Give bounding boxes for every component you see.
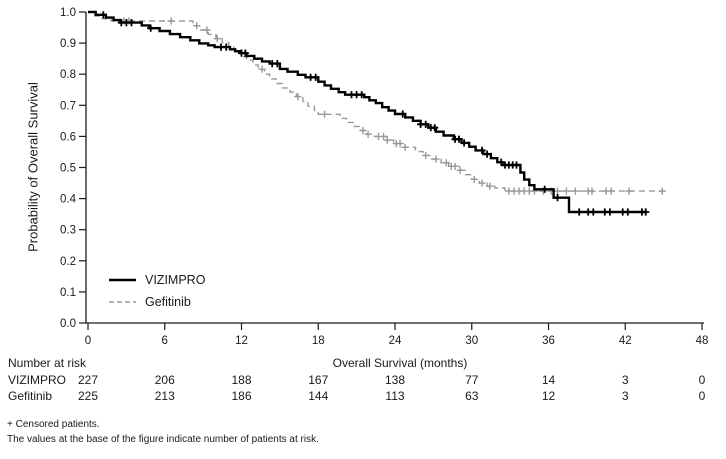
risk-value-vizimpro-m18: 167 [308,373,329,387]
y-axis-tick-label: 0.5 [60,163,76,175]
x-axis-title: Overall Survival (months) [332,356,468,370]
risk-value-gefitinib-m30: 63 [465,389,479,403]
x-axis-tick-label: 0 [85,335,91,347]
risk-row-label-vizimpro: VIZIMPRO [8,373,67,387]
x-axis-tick-label: 12 [235,335,248,347]
y-axis-tick-label: 0.1 [60,287,76,299]
risk-value-vizimpro-m0: 227 [77,373,99,387]
risk-value-gefitinib-m36: 12 [541,389,556,403]
x-axis-tick-label: 36 [542,335,555,347]
survival-curve-vizimpro [88,10,647,214]
risk-value-vizimpro-m30: 77 [465,373,479,387]
x-axis-tick-label: 42 [619,335,632,347]
risk-value-gefitinib-m6: 213 [154,389,175,403]
number-at-risk-title: Number at risk [8,356,87,370]
footnote-censored: + Censored patients. [7,419,100,430]
risk-value-vizimpro-m36: 14 [541,373,556,387]
x-axis-tick-label: 24 [389,335,402,347]
risk-value-vizimpro-m42: 3 [621,373,629,387]
y-axis-tick-label: 0.4 [60,194,77,206]
y-axis-tick-label: 0.2 [60,256,76,268]
dashed-line-swatch-icon [109,301,136,303]
y-axis-tick-label: 0.0 [60,318,76,330]
risk-row-label-gefitinib: Gefitinib [8,389,53,403]
y-axis-tick-label: 0.3 [60,225,76,237]
solid-line-swatch-icon [109,278,136,282]
y-axis-tick-label: 1.0 [60,7,76,19]
risk-value-gefitinib-m42: 3 [621,389,629,403]
x-axis-tick-label: 30 [465,335,478,347]
legend-label-gefitinib: Gefitinib [145,295,191,309]
x-axis-tick-label: 18 [312,335,325,347]
x-axis-tick-label: 48 [696,335,709,347]
risk-value-vizimpro-m12: 188 [231,373,252,387]
risk-value-vizimpro-m6: 206 [154,373,175,387]
y-axis-title: Probability of Overall Survival [25,82,41,252]
legend: VIZIMPRO Gefitinib [109,269,205,313]
y-axis-tick-label: 0.7 [60,100,76,112]
risk-value-vizimpro-m48: 0 [698,373,706,387]
risk-value-gefitinib-m12: 186 [231,389,252,403]
censor-marks-gefitinib [120,17,666,195]
y-axis-tick-label: 0.6 [60,131,76,143]
censor-marks-vizimpro [99,11,650,216]
x-axis-tick-label: 6 [162,335,168,347]
risk-value-gefitinib-m18: 144 [308,389,329,403]
y-axis-tick-label: 0.9 [60,38,76,50]
risk-value-gefitinib-m48: 0 [698,389,706,403]
risk-value-gefitinib-m0: 225 [77,389,99,403]
legend-label-vizimpro: VIZIMPRO [145,273,206,287]
risk-value-vizimpro-m24: 138 [384,373,406,387]
footnote-risk-values: The values at the base of the figure ind… [7,434,319,445]
y-axis-tick-label: 0.8 [60,69,76,81]
survival-curve-gefitinib [88,11,663,192]
legend-item-vizimpro: VIZIMPRO [109,269,205,291]
risk-value-gefitinib-m24: 113 [385,389,405,403]
legend-item-gefitinib: Gefitinib [109,291,205,313]
